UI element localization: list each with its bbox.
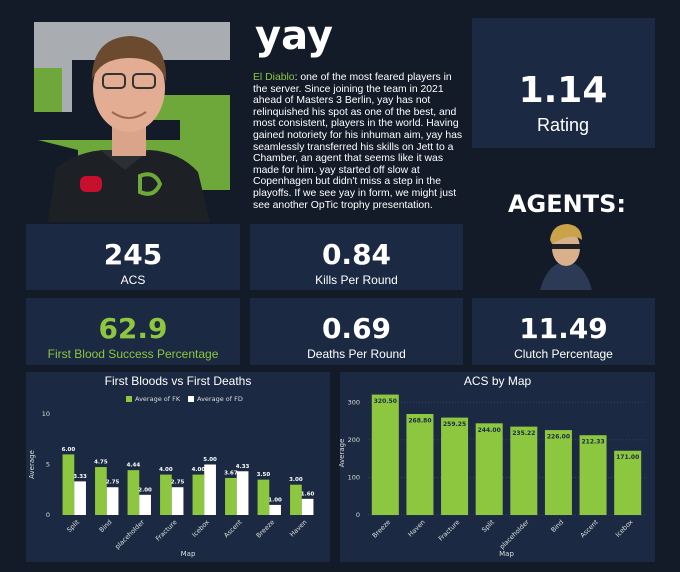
bar	[95, 467, 107, 515]
bio-highlight: El Diablo	[253, 72, 295, 83]
legend-swatch	[126, 396, 132, 402]
value-label: 4.00	[159, 467, 173, 473]
value-label: 320.50	[374, 398, 397, 405]
value-label: 5.00	[203, 457, 217, 463]
rating-value: 1.14	[519, 70, 608, 111]
value-label: 3.33	[73, 474, 87, 480]
value-label: 2.75	[171, 480, 185, 486]
player-bio: El Diablo: one of the most feared player…	[253, 72, 465, 211]
stat-value: 11.49	[519, 312, 608, 345]
bio-text: : one of the most feared players in the …	[253, 72, 463, 211]
stat-card	[26, 298, 240, 365]
bar	[441, 417, 469, 515]
value-label: 4.00	[192, 467, 206, 473]
stat-card	[26, 224, 240, 290]
bar	[544, 430, 572, 515]
player-name: yay	[255, 13, 333, 59]
legend-label: Average of FD	[197, 395, 243, 403]
stat-label: Kills Per Round	[315, 273, 398, 287]
bar	[510, 426, 538, 515]
legend-label: Average of FK	[135, 395, 181, 403]
bar	[290, 484, 302, 515]
bar	[579, 435, 607, 515]
value-label: 6.00	[62, 447, 76, 453]
value-label: 3.67	[224, 470, 238, 476]
bar	[139, 494, 151, 515]
value-label: 212.33	[581, 439, 604, 446]
stat-label: Deaths Per Round	[307, 347, 406, 361]
y-tick-label: 10	[42, 410, 50, 418]
value-label: 3.00	[289, 477, 303, 483]
bar	[257, 479, 270, 515]
chart-title: First Bloods vs First Deaths	[105, 374, 252, 388]
bar	[62, 454, 75, 515]
stat-card	[250, 298, 463, 365]
stat-label: First Blood Success Percentage	[48, 347, 219, 361]
rating-card	[472, 18, 655, 148]
value-label: 1.60	[301, 491, 315, 497]
y-tick-label: 0	[356, 511, 360, 519]
player-photo	[48, 36, 210, 222]
bar	[127, 470, 140, 515]
x-axis-label: Map	[181, 550, 196, 558]
bar	[614, 450, 642, 515]
stat-value: 0.69	[322, 312, 391, 345]
x-axis-label: Map	[499, 550, 514, 558]
stat-value: 62.9	[98, 312, 167, 345]
y-axis-label: Average	[28, 450, 36, 479]
agents-heading: AGENTS:	[508, 190, 626, 218]
bar	[475, 423, 503, 515]
value-label: 4.75	[94, 460, 108, 466]
value-label: 3.50	[257, 472, 271, 478]
stat-label: ACS	[121, 273, 146, 287]
bar	[269, 504, 281, 515]
stat-value: 245	[104, 238, 162, 271]
value-label: 2.00	[138, 487, 152, 493]
bar	[106, 487, 119, 515]
bar	[171, 487, 184, 515]
stat-value: 0.84	[322, 238, 391, 271]
y-tick-label: 100	[348, 473, 360, 481]
stat-label: Clutch Percentage	[514, 347, 613, 361]
bar	[406, 413, 434, 515]
bar	[236, 471, 249, 515]
bar	[225, 477, 237, 515]
agent-icon	[540, 224, 592, 290]
chart-title: ACS by Map	[464, 374, 532, 388]
stat-card	[472, 298, 655, 365]
value-label: 171.00	[616, 454, 639, 461]
value-label: 1.00	[268, 497, 282, 503]
bar	[192, 474, 205, 515]
legend-swatch	[188, 396, 194, 402]
bar	[160, 474, 172, 515]
stat-card	[250, 224, 463, 290]
bar	[74, 481, 86, 515]
value-label: 4.33	[236, 464, 250, 470]
chart-panel	[26, 372, 330, 562]
y-tick-label: 0	[46, 511, 50, 519]
value-label: 259.25	[443, 421, 466, 428]
rating-label: Rating	[537, 115, 589, 135]
value-label: 2.75	[106, 480, 120, 486]
value-label: 244.00	[478, 427, 501, 434]
y-tick-label: 300	[348, 398, 360, 406]
value-label: 268.80	[408, 417, 431, 424]
bar	[204, 464, 216, 515]
y-tick-label: 200	[348, 436, 360, 444]
value-label: 235.22	[512, 430, 535, 437]
y-tick-label: 5	[46, 461, 50, 469]
bar	[301, 498, 314, 515]
bar	[371, 394, 399, 515]
y-axis-label: Average	[338, 439, 346, 468]
value-label: 226.00	[547, 434, 570, 441]
value-label: 4.44	[127, 463, 141, 469]
